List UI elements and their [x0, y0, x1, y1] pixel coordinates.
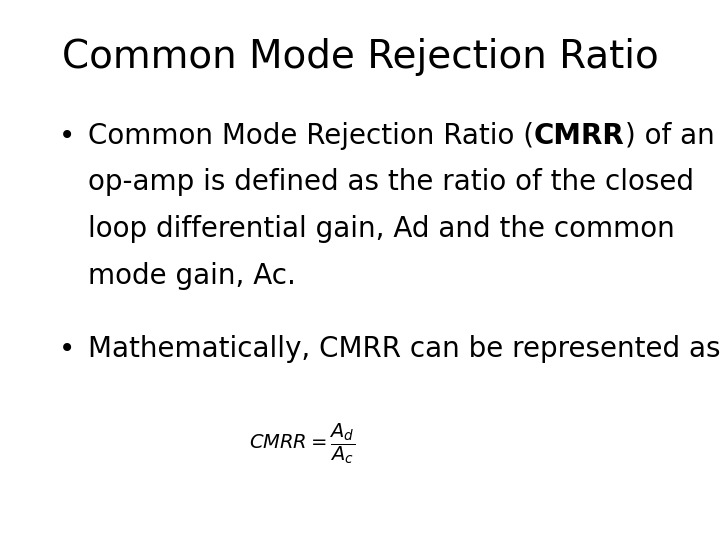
Text: •: •: [59, 122, 76, 150]
Text: Common Mode Rejection Ratio: Common Mode Rejection Ratio: [62, 38, 658, 76]
Text: Common Mode Rejection Ratio (: Common Mode Rejection Ratio (: [88, 122, 534, 150]
Text: CMRR: CMRR: [534, 122, 624, 150]
Text: mode gain, Ac.: mode gain, Ac.: [88, 262, 296, 291]
Text: ) of an: ) of an: [624, 122, 714, 150]
Text: Mathematically, CMRR can be represented as –: Mathematically, CMRR can be represented …: [88, 335, 720, 363]
Text: $\mathit{CMRR} = \dfrac{A_d}{A_c}$: $\mathit{CMRR} = \dfrac{A_d}{A_c}$: [249, 421, 356, 466]
Text: loop differential gain, Ad and the common: loop differential gain, Ad and the commo…: [88, 215, 675, 244]
Text: •: •: [59, 335, 76, 363]
Text: op-amp is defined as the ratio of the closed: op-amp is defined as the ratio of the cl…: [88, 168, 694, 197]
